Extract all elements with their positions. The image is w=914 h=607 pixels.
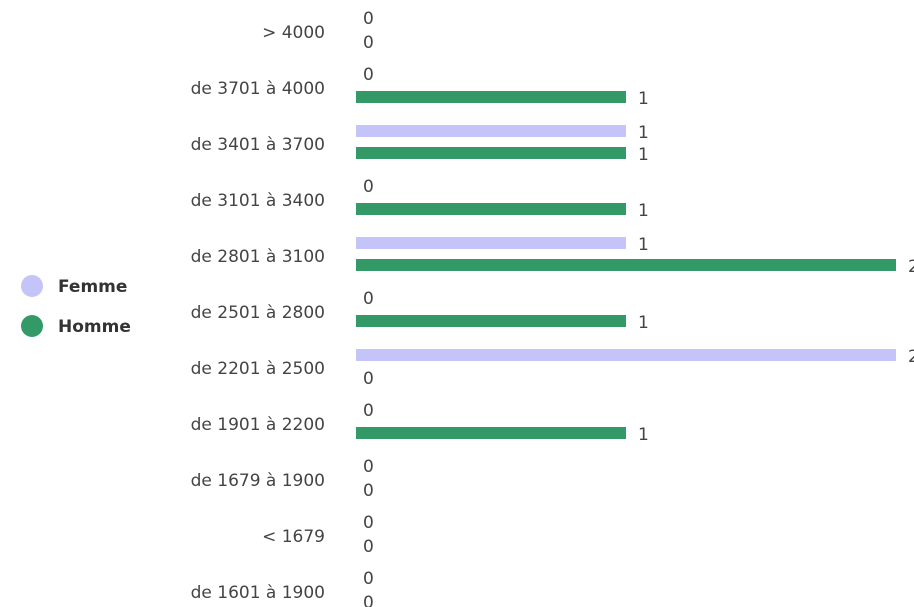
category-label: de 1901 à 2200 xyxy=(191,415,325,435)
category-label: de 3401 à 3700 xyxy=(191,135,325,155)
category-label: de 2801 à 3100 xyxy=(191,247,325,267)
value-label: 1 xyxy=(638,313,649,333)
bar xyxy=(356,259,896,271)
value-label: 0 xyxy=(363,65,374,85)
bar xyxy=(356,91,626,103)
category-label: > 4000 xyxy=(262,23,325,43)
category-label: de 1679 à 1900 xyxy=(191,471,325,491)
bar xyxy=(356,427,626,439)
value-label: 0 xyxy=(363,569,374,589)
bar xyxy=(356,315,626,327)
value-label: 0 xyxy=(363,593,374,607)
legend-marker xyxy=(21,315,43,337)
bar xyxy=(356,203,626,215)
value-label: 0 xyxy=(363,369,374,389)
category-label: < 1679 xyxy=(262,527,325,547)
value-label: 1 xyxy=(638,235,649,255)
category-label: de 2501 à 2800 xyxy=(191,303,325,323)
value-label: 1 xyxy=(638,201,649,221)
category-label: de 1601 à 1900 xyxy=(191,583,325,603)
value-label: 0 xyxy=(363,481,374,501)
bar xyxy=(356,349,896,361)
legend-text: Femme xyxy=(58,277,127,297)
legend-marker xyxy=(21,275,43,297)
category-label: de 3101 à 3400 xyxy=(191,191,325,211)
value-label: 1 xyxy=(638,425,649,445)
value-label: 1 xyxy=(638,145,649,165)
value-label: 0 xyxy=(363,289,374,309)
value-label: 0 xyxy=(363,33,374,53)
value-label: 0 xyxy=(363,177,374,197)
legend-text: Homme xyxy=(58,317,131,337)
value-label: 2 xyxy=(908,347,914,367)
value-label: 0 xyxy=(363,401,374,421)
value-label: 0 xyxy=(363,457,374,477)
value-label: 1 xyxy=(638,89,649,109)
value-label: 0 xyxy=(363,9,374,29)
value-label: 1 xyxy=(638,123,649,143)
value-label: 2 xyxy=(908,257,914,277)
bar xyxy=(356,125,626,137)
value-label: 0 xyxy=(363,537,374,557)
bar xyxy=(356,237,626,249)
category-label: de 3701 à 4000 xyxy=(191,79,325,99)
category-label: de 2201 à 2500 xyxy=(191,359,325,379)
value-label: 0 xyxy=(363,513,374,533)
bar xyxy=(356,147,626,159)
